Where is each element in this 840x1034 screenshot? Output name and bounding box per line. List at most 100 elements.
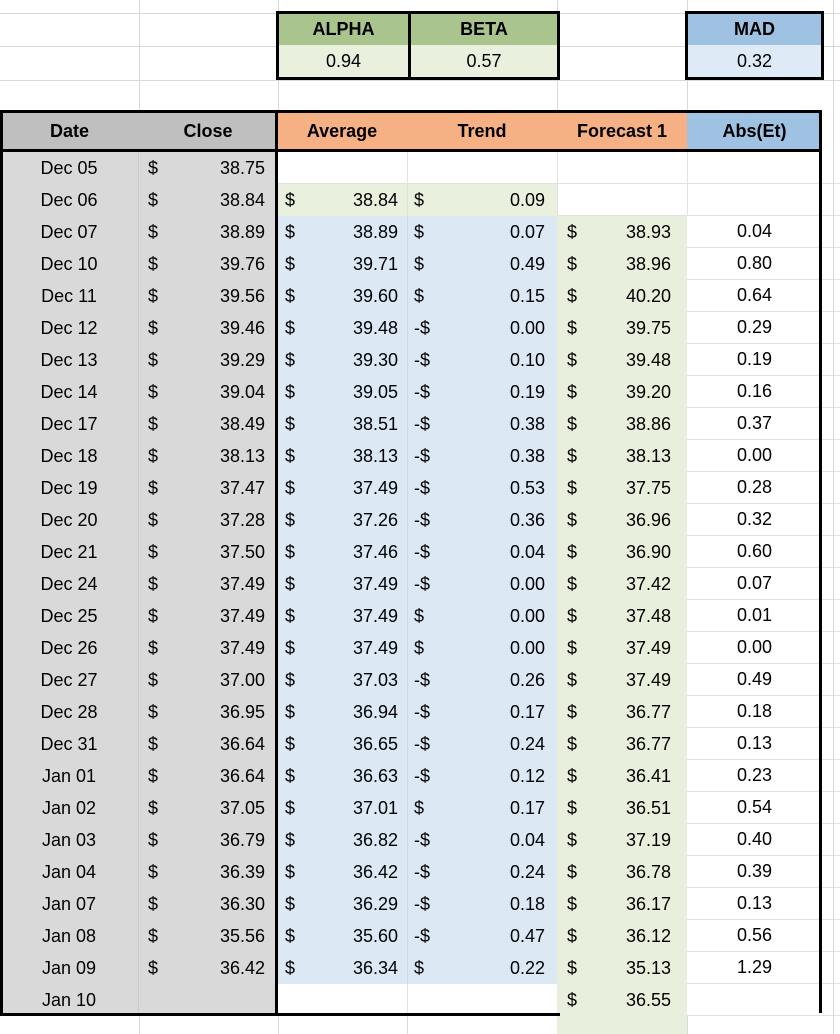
abs-error-cell[interactable]: 0.00 <box>687 440 822 472</box>
trend-cell[interactable]: $ 0.15 <box>407 280 557 312</box>
average-cell[interactable]: $ 39.71 <box>277 248 407 280</box>
average-cell[interactable]: $ 38.84 <box>277 184 407 216</box>
abs-error-cell[interactable]: 0.32 <box>687 504 822 536</box>
close-cell[interactable]: $ 37.49 <box>139 568 277 600</box>
date-cell[interactable]: Dec 24 <box>0 568 139 600</box>
average-cell[interactable]: $ 36.29 <box>277 888 407 920</box>
trend-cell[interactable]: -$ 0.04 <box>407 536 557 568</box>
alpha-header-cell[interactable]: ALPHA <box>279 14 408 45</box>
date-cell[interactable]: Dec 28 <box>0 696 139 728</box>
forecast-cell[interactable]: $ 39.48 <box>557 344 687 376</box>
trend-cell[interactable]: -$ 0.10 <box>407 344 557 376</box>
average-cell[interactable]: $ 38.89 <box>277 216 407 248</box>
average-cell[interactable]: $ 38.51 <box>277 408 407 440</box>
header-average[interactable]: Average <box>277 113 407 149</box>
average-cell[interactable]: $ 36.65 <box>277 728 407 760</box>
trend-cell[interactable]: -$ 0.19 <box>407 376 557 408</box>
average-cell[interactable]: $ 39.30 <box>277 344 407 376</box>
abs-error-cell[interactable]: 0.54 <box>687 792 822 824</box>
trend-cell[interactable]: -$ 0.00 <box>407 568 557 600</box>
average-cell[interactable]: $ 37.26 <box>277 504 407 536</box>
abs-error-cell[interactable] <box>687 152 822 184</box>
forecast-cell[interactable]: $ 39.20 <box>557 376 687 408</box>
average-cell[interactable]: $ 37.46 <box>277 536 407 568</box>
date-cell[interactable]: Dec 10 <box>0 248 139 280</box>
close-cell[interactable]: $ 39.46 <box>139 312 277 344</box>
trend-cell[interactable]: $ 0.07 <box>407 216 557 248</box>
date-cell[interactable]: Jan 04 <box>0 856 139 888</box>
trend-cell[interactable]: $ 0.09 <box>407 184 557 216</box>
close-cell[interactable]: $ 37.49 <box>139 632 277 664</box>
date-cell[interactable]: Dec 18 <box>0 440 139 472</box>
abs-error-cell[interactable]: 0.00 <box>687 632 822 664</box>
abs-error-cell[interactable]: 0.80 <box>687 248 822 280</box>
forecast-cell[interactable]: $ 36.90 <box>557 536 687 568</box>
beta-header-cell[interactable]: BETA <box>411 14 557 45</box>
abs-error-cell[interactable]: 0.40 <box>687 824 822 856</box>
abs-error-cell[interactable]: 0.04 <box>687 216 822 248</box>
date-cell[interactable]: Jan 08 <box>0 920 139 952</box>
date-cell[interactable]: Dec 13 <box>0 344 139 376</box>
header-date[interactable]: Date <box>0 113 139 149</box>
forecast-cell[interactable]: $ 36.78 <box>557 856 687 888</box>
average-cell[interactable]: $ 39.48 <box>277 312 407 344</box>
trend-cell[interactable]: -$ 0.38 <box>407 408 557 440</box>
close-cell[interactable]: $ 38.49 <box>139 408 277 440</box>
trend-cell[interactable]: -$ 0.53 <box>407 472 557 504</box>
date-cell[interactable]: Jan 01 <box>0 760 139 792</box>
abs-error-cell[interactable]: 0.29 <box>687 312 822 344</box>
date-cell[interactable]: Jan 03 <box>0 824 139 856</box>
average-cell[interactable]: $ 35.60 <box>277 920 407 952</box>
trend-cell[interactable]: -$ 0.18 <box>407 888 557 920</box>
date-cell[interactable]: Dec 31 <box>0 728 139 760</box>
header-close[interactable]: Close <box>139 113 277 149</box>
average-cell[interactable]: $ 36.34 <box>277 952 407 984</box>
abs-error-cell[interactable] <box>687 984 822 1016</box>
close-cell[interactable]: $ 38.84 <box>139 184 277 216</box>
alpha-value-cell[interactable]: 0.94 <box>279 45 408 77</box>
close-cell[interactable]: $ 36.30 <box>139 888 277 920</box>
close-cell[interactable]: $ 38.89 <box>139 216 277 248</box>
close-cell[interactable]: $ 39.04 <box>139 376 277 408</box>
average-cell[interactable]: $ 38.13 <box>277 440 407 472</box>
date-cell[interactable]: Dec 17 <box>0 408 139 440</box>
date-cell[interactable]: Jan 09 <box>0 952 139 984</box>
forecast-cell[interactable]: $ 38.93 <box>557 216 687 248</box>
close-cell[interactable]: $ 36.64 <box>139 728 277 760</box>
forecast-cell[interactable]: $ 35.13 <box>557 952 687 984</box>
date-cell[interactable]: Dec 20 <box>0 504 139 536</box>
forecast-cell[interactable] <box>557 152 687 184</box>
abs-error-cell[interactable]: 0.60 <box>687 536 822 568</box>
abs-error-cell[interactable]: 0.64 <box>687 280 822 312</box>
close-cell[interactable]: $ 35.56 <box>139 920 277 952</box>
trend-cell[interactable] <box>407 984 557 1016</box>
trend-cell[interactable]: -$ 0.17 <box>407 696 557 728</box>
date-cell[interactable]: Dec 21 <box>0 536 139 568</box>
forecast-cell[interactable]: $ 37.49 <box>557 632 687 664</box>
trend-cell[interactable]: $ 0.22 <box>407 952 557 984</box>
date-cell[interactable]: Dec 12 <box>0 312 139 344</box>
close-cell[interactable]: $ 37.49 <box>139 600 277 632</box>
close-cell[interactable]: $ 39.76 <box>139 248 277 280</box>
mad-value-cell[interactable]: 0.32 <box>688 45 821 77</box>
forecast-cell[interactable] <box>557 184 687 216</box>
forecast-cell[interactable]: $ 36.41 <box>557 760 687 792</box>
average-cell[interactable]: $ 37.49 <box>277 600 407 632</box>
forecast-cell[interactable]: $ 39.75 <box>557 312 687 344</box>
abs-error-cell[interactable]: 0.23 <box>687 760 822 792</box>
forecast-cell[interactable]: $ 37.42 <box>557 568 687 600</box>
forecast-cell[interactable]: $ 37.49 <box>557 664 687 696</box>
forecast-cell[interactable]: $ 38.86 <box>557 408 687 440</box>
beta-value-cell[interactable]: 0.57 <box>411 45 557 77</box>
forecast-cell[interactable]: $ 36.55 <box>557 984 687 1016</box>
forecast-cell[interactable]: $ 36.77 <box>557 696 687 728</box>
header-abs-et[interactable]: Abs(Et) <box>687 113 822 149</box>
date-cell[interactable]: Jan 02 <box>0 792 139 824</box>
close-cell[interactable]: $ 37.28 <box>139 504 277 536</box>
trend-cell[interactable]: -$ 0.47 <box>407 920 557 952</box>
average-cell[interactable]: $ 37.49 <box>277 632 407 664</box>
forecast-cell[interactable]: $ 38.96 <box>557 248 687 280</box>
close-cell[interactable]: $ 36.64 <box>139 760 277 792</box>
forecast-cell[interactable]: $ 36.96 <box>557 504 687 536</box>
abs-error-cell[interactable]: 0.37 <box>687 408 822 440</box>
